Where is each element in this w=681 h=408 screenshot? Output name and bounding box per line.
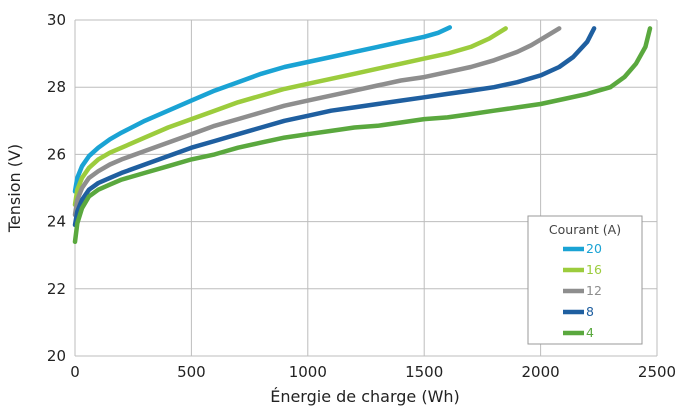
series-line-4 bbox=[72, 26, 653, 245]
series-line-12 bbox=[72, 26, 562, 218]
y-tick-label: 22 bbox=[47, 280, 66, 298]
y-tick-label: 30 bbox=[47, 11, 66, 29]
tick-labels: 0 500 1000 1500 2000 2500 20 22 24 26 28 30 bbox=[47, 11, 676, 381]
series-line-8 bbox=[72, 26, 597, 228]
series-lines bbox=[72, 25, 653, 245]
legend-box bbox=[527, 215, 643, 345]
x-tick-label: 1500 bbox=[405, 363, 443, 381]
legend-items: 20 16 12 8 4 bbox=[563, 241, 602, 340]
legend-label-16: 16 bbox=[586, 262, 602, 277]
series-line-16 bbox=[72, 26, 508, 208]
x-tick-label: 2000 bbox=[522, 363, 560, 381]
y-tick-label: 24 bbox=[47, 213, 66, 231]
y-axis-label: Tension (V) bbox=[5, 144, 24, 233]
x-tick-label: 500 bbox=[177, 363, 206, 381]
legend-label-8: 8 bbox=[586, 304, 594, 319]
x-axis-label: Énergie de charge (Wh) bbox=[270, 387, 460, 406]
legend-title: Courant (A) bbox=[549, 222, 621, 237]
y-tick-label: 20 bbox=[47, 347, 66, 365]
x-tick-label: 1000 bbox=[289, 363, 327, 381]
legend-label-12: 12 bbox=[586, 283, 602, 298]
y-tick-label: 26 bbox=[47, 145, 66, 163]
series-line-20 bbox=[72, 25, 453, 194]
grid bbox=[74, 19, 658, 357]
legend: Courant (A) 20 16 12 8 4 bbox=[527, 215, 643, 345]
y-tick-label: 28 bbox=[47, 78, 66, 96]
legend-label-20: 20 bbox=[586, 241, 602, 256]
legend-label-4: 4 bbox=[586, 325, 594, 340]
x-tick-label: 0 bbox=[70, 363, 80, 381]
x-tick-label: 2500 bbox=[638, 363, 676, 381]
